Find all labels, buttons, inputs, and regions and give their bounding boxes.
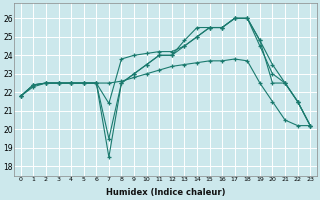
X-axis label: Humidex (Indice chaleur): Humidex (Indice chaleur) (106, 188, 225, 197)
